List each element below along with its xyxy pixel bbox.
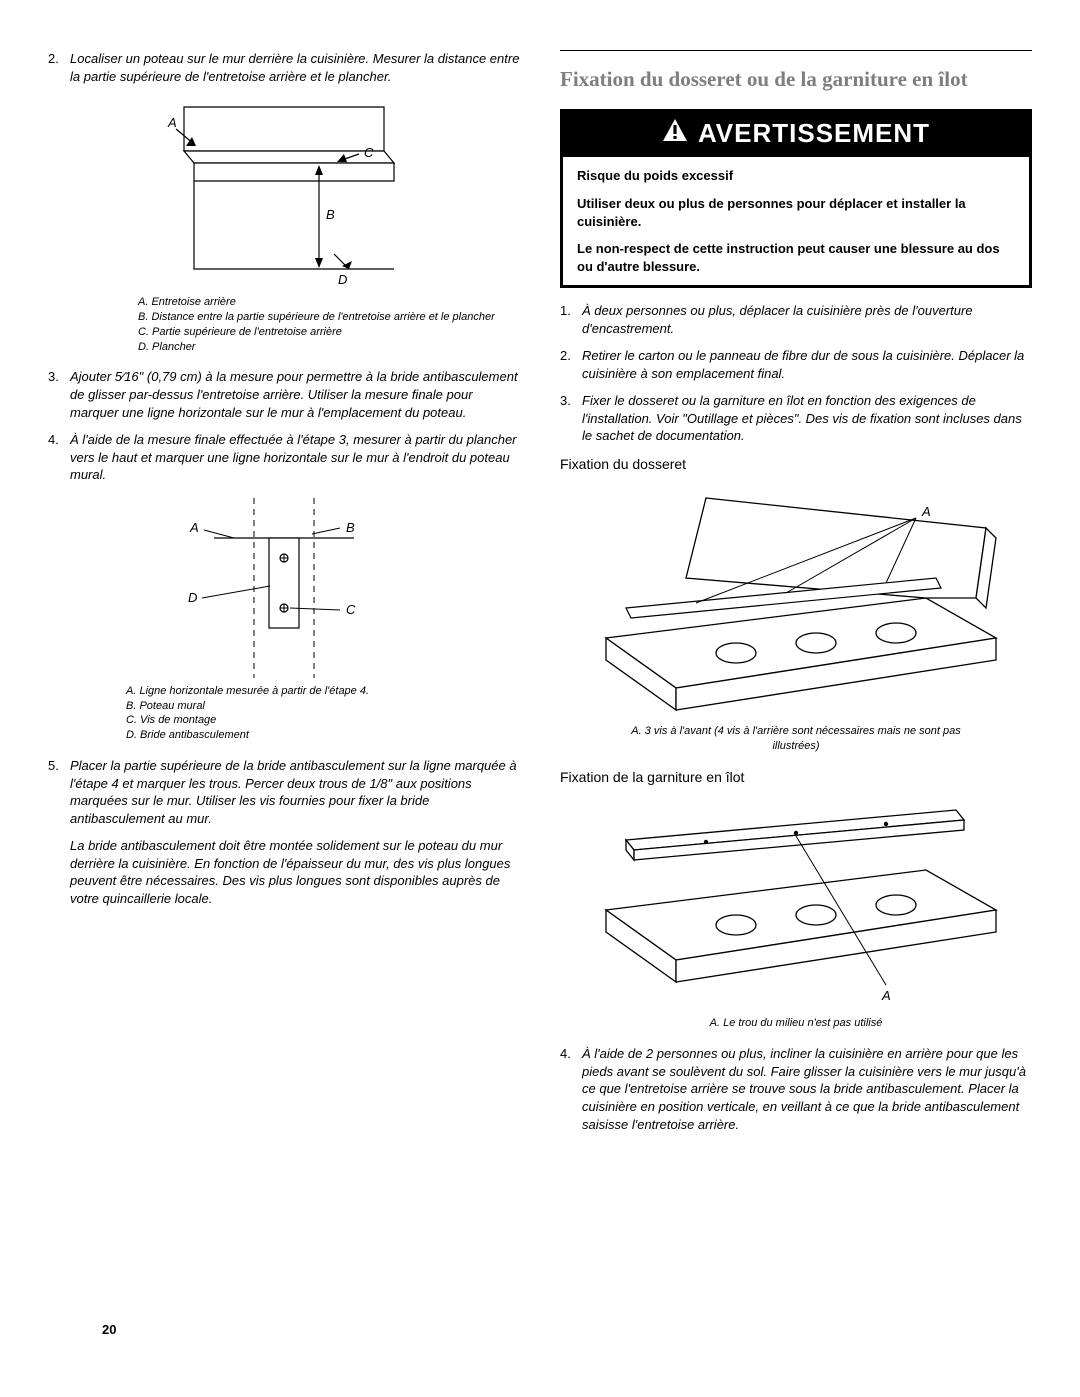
svg-text:A: A [189, 520, 199, 535]
warning-header: AVERTISSEMENT [563, 112, 1029, 157]
subhead-dosseret: Fixation du dosseret [560, 455, 1032, 474]
warning-icon [662, 116, 688, 151]
right-step-list-a: 1. À deux personnes ou plus, déplacer la… [560, 302, 1032, 445]
figure-2: A B D C [48, 498, 520, 678]
svg-text:C: C [364, 145, 374, 160]
page-number: 20 [102, 1321, 116, 1339]
step-text: À l'aide de la mesure finale effectuée à… [70, 431, 520, 484]
step-text: Localiser un poteau sur le mur derrière … [70, 50, 520, 85]
step-1: 1. À deux personnes ou plus, déplacer la… [560, 302, 1032, 337]
left-step-list-2: 3. Ajouter 5⁄16" (0,79 cm) à la mesure p… [48, 368, 520, 483]
svg-text:D: D [188, 590, 197, 605]
step-2: 2. Localiser un poteau sur le mur derriè… [48, 50, 520, 85]
step-number: 2. [48, 50, 70, 85]
svg-text:A: A [881, 988, 891, 1003]
svg-text:B: B [346, 520, 355, 535]
right-column: Fixation du dosseret ou de la garniture … [554, 50, 1032, 1143]
warning-body: Risque du poids excessif Utiliser deux o… [563, 157, 1029, 285]
warning-title: AVERTISSEMENT [698, 116, 930, 151]
svg-text:A: A [921, 504, 931, 519]
left-note: La bride antibasculement doit être monté… [70, 837, 520, 907]
figure-1: A C B D [48, 99, 520, 289]
step-number: 4. [48, 431, 70, 484]
subhead-ilot: Fixation de la garniture en îlot [560, 768, 1032, 787]
figure-4-caption: A. Le trou du milieu n'est pas utilisé [560, 1016, 1032, 1031]
step-4: 4. À l'aide de 2 personnes ou plus, incl… [560, 1045, 1032, 1133]
divider [560, 50, 1032, 51]
figure-3: A [560, 488, 1032, 718]
step-3: 3. Fixer le dosseret ou la garniture en … [560, 392, 1032, 445]
step-2: 2. Retirer le carton ou le panneau de fi… [560, 347, 1032, 382]
step-text: Ajouter 5⁄16" (0,79 cm) à la mesure pour… [70, 368, 520, 421]
step-5: 5. Placer la partie supérieure de la bri… [48, 757, 520, 827]
svg-text:C: C [346, 602, 356, 617]
left-step-list-3: 5. Placer la partie supérieure de la bri… [48, 757, 520, 827]
figure-2-caption: A. Ligne horizontale mesurée à partir de… [126, 684, 520, 743]
figure-1-caption: A. Entretoise arrière B. Distance entre … [138, 295, 520, 354]
step-4: 4. À l'aide de la mesure finale effectué… [48, 431, 520, 484]
warning-box: AVERTISSEMENT Risque du poids excessif U… [560, 109, 1032, 288]
left-step-list: 2. Localiser un poteau sur le mur derriè… [48, 50, 520, 85]
step-3: 3. Ajouter 5⁄16" (0,79 cm) à la mesure p… [48, 368, 520, 421]
section-heading: Fixation du dosseret ou de la garniture … [560, 65, 1032, 93]
figure-4: A [560, 800, 1032, 1010]
svg-text:A: A [167, 115, 177, 130]
step-text: Placer la partie supérieure de la bride … [70, 757, 520, 827]
svg-text:D: D [338, 272, 347, 287]
svg-text:B: B [326, 207, 335, 222]
right-step-list-b: 4. À l'aide de 2 personnes ou plus, incl… [560, 1045, 1032, 1133]
figure-3-caption: A. 3 vis à l'avant (4 vis à l'arrière so… [607, 724, 985, 754]
step-number: 5. [48, 757, 70, 827]
left-column: 2. Localiser un poteau sur le mur derriè… [48, 50, 526, 1143]
step-number: 3. [48, 368, 70, 421]
